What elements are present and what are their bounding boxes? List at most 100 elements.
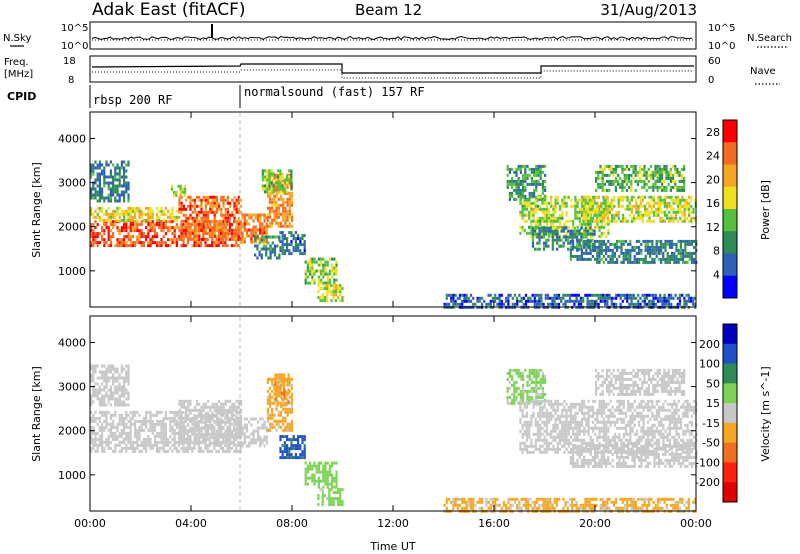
velocity-cell bbox=[265, 435, 268, 439]
power-cell bbox=[602, 213, 605, 217]
power-cell bbox=[243, 240, 246, 244]
velocity-cell bbox=[167, 440, 170, 444]
power-cell bbox=[516, 299, 519, 303]
power-cell bbox=[96, 175, 99, 179]
velocity-cell bbox=[288, 453, 291, 457]
power-cell bbox=[595, 219, 598, 223]
power-cell bbox=[151, 223, 154, 227]
velocity-cell bbox=[123, 428, 126, 432]
power-cell bbox=[215, 198, 218, 202]
power-cell bbox=[574, 213, 577, 217]
power-cell bbox=[94, 241, 97, 245]
velocity-cell bbox=[328, 464, 331, 468]
velocity-cell bbox=[191, 449, 194, 453]
power-cell bbox=[602, 216, 605, 220]
velocity-cell bbox=[290, 428, 294, 432]
power-cell bbox=[607, 239, 610, 243]
power-cell bbox=[290, 172, 293, 176]
velocity-cell bbox=[213, 441, 216, 445]
power-cell bbox=[259, 231, 262, 235]
power-cell bbox=[507, 299, 510, 303]
power-cell bbox=[683, 167, 686, 171]
power-cell bbox=[561, 210, 564, 214]
power-cell bbox=[607, 231, 610, 235]
velocity-cell bbox=[198, 411, 201, 415]
power-cell bbox=[685, 201, 688, 205]
power-cell bbox=[644, 254, 647, 258]
velocity-cell bbox=[193, 435, 196, 439]
velocity-cell bbox=[279, 447, 282, 451]
power-cell bbox=[663, 213, 666, 217]
power-cell bbox=[109, 199, 112, 203]
power-cell bbox=[107, 212, 110, 216]
power-cell bbox=[450, 296, 453, 300]
power-cell bbox=[599, 164, 602, 168]
power-cell bbox=[545, 238, 548, 242]
power-cell bbox=[112, 184, 115, 188]
velocity-cell bbox=[120, 431, 123, 435]
power-cell bbox=[90, 244, 93, 248]
velocity-cell bbox=[169, 410, 172, 414]
power-cell bbox=[268, 175, 271, 179]
power-cell bbox=[112, 232, 115, 236]
velocity-cell bbox=[178, 411, 181, 415]
power-cell bbox=[265, 244, 268, 248]
velocity-cell bbox=[147, 434, 150, 438]
power-colorbar-swatch bbox=[723, 231, 737, 254]
velocity-cell bbox=[282, 407, 285, 411]
velocity-cell bbox=[185, 411, 188, 415]
power-cell bbox=[458, 296, 462, 300]
velocity-cell bbox=[149, 425, 152, 429]
power-cell bbox=[599, 293, 602, 297]
velocity-cell bbox=[123, 446, 126, 450]
power-cell bbox=[233, 219, 236, 223]
power-cell bbox=[626, 204, 629, 208]
velocity-cell bbox=[145, 437, 148, 441]
power-cell bbox=[339, 284, 342, 288]
power-cell bbox=[656, 164, 659, 168]
velocity-cell bbox=[237, 402, 240, 406]
velocity-cell bbox=[202, 435, 205, 439]
power-cell bbox=[98, 190, 101, 194]
power-cell bbox=[680, 167, 683, 171]
velocity-cell bbox=[259, 444, 262, 448]
power-cell bbox=[515, 179, 518, 183]
power-cell bbox=[641, 185, 644, 189]
velocity-cell bbox=[331, 476, 334, 480]
power-cell bbox=[651, 239, 654, 243]
power-cell bbox=[558, 222, 562, 226]
power-cell bbox=[173, 229, 176, 233]
velocity-cell bbox=[231, 408, 234, 412]
power-cell bbox=[277, 224, 280, 228]
velocity-cell bbox=[200, 420, 203, 424]
velocity-cell bbox=[109, 446, 112, 450]
power-cell bbox=[545, 207, 548, 211]
power-cell bbox=[644, 242, 647, 246]
power-cell bbox=[175, 223, 178, 227]
velocity-cell bbox=[275, 407, 278, 411]
power-cell bbox=[545, 241, 548, 245]
power-cell bbox=[639, 195, 642, 199]
power-cell bbox=[569, 204, 573, 208]
power-cell bbox=[149, 226, 152, 230]
power-cell bbox=[103, 169, 106, 173]
power-cell bbox=[679, 207, 682, 211]
power-cell bbox=[200, 228, 203, 232]
power-cell bbox=[263, 187, 267, 191]
velocity-cell bbox=[233, 440, 236, 444]
velocity-cell bbox=[339, 500, 342, 504]
velocity-cell bbox=[331, 473, 334, 477]
power-cell bbox=[593, 232, 596, 236]
velocity-cell bbox=[333, 461, 336, 465]
power-cell bbox=[666, 204, 669, 208]
power-cell bbox=[233, 232, 236, 236]
velocity-cell bbox=[160, 434, 163, 438]
power-cell bbox=[191, 231, 194, 235]
power-cell bbox=[554, 204, 557, 208]
power-cell bbox=[162, 241, 165, 245]
power-cell bbox=[657, 213, 660, 217]
velocity-cell bbox=[202, 405, 205, 409]
power-cell bbox=[641, 167, 644, 171]
power-cell bbox=[169, 220, 172, 224]
velocity-cell bbox=[105, 413, 108, 417]
